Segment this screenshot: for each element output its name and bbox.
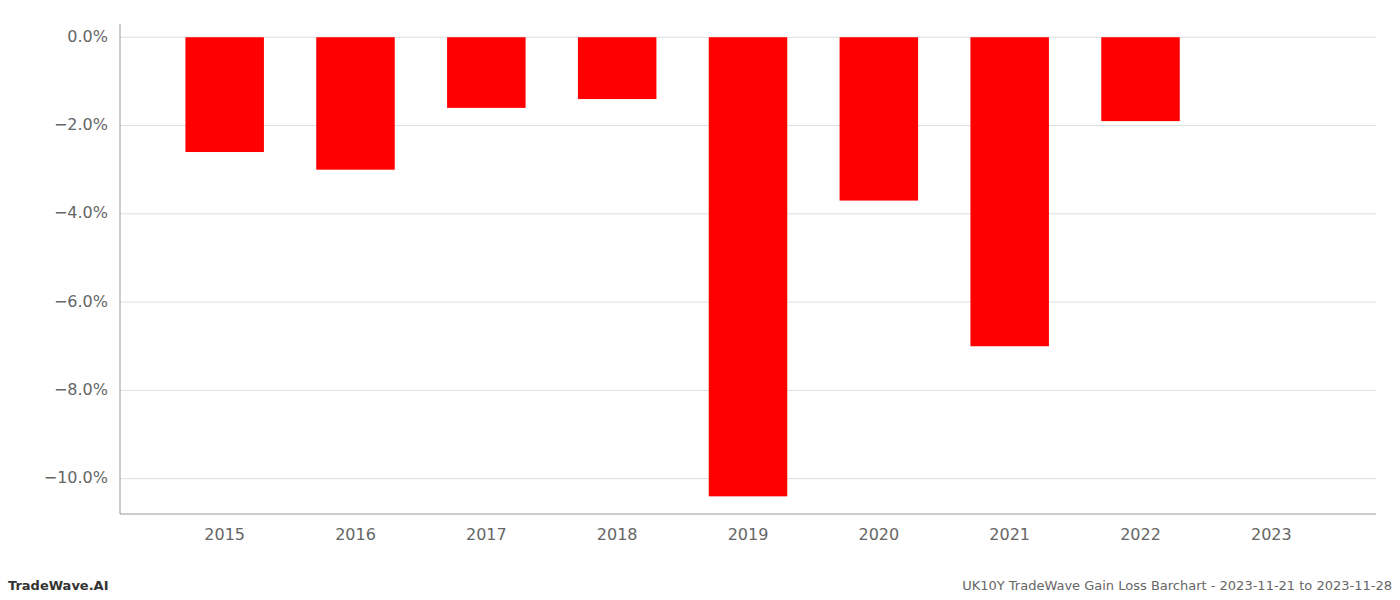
x-tick-label: 2023 (1251, 525, 1292, 544)
x-tick-label: 2022 (1120, 525, 1161, 544)
y-tick-label: −2.0% (54, 115, 108, 134)
chart-container: 0.0%−2.0%−4.0%−6.0%−8.0%−10.0%2015201620… (0, 0, 1400, 600)
x-tick-label: 2019 (728, 525, 769, 544)
y-tick-label: 0.0% (67, 27, 108, 46)
x-tick-label: 2018 (597, 525, 638, 544)
bars (185, 37, 1179, 496)
y-tick-label: −10.0% (44, 468, 108, 487)
x-tick-label: 2017 (466, 525, 507, 544)
x-axis-line (120, 514, 1376, 515)
footer-right: UK10Y TradeWave Gain Loss Barchart - 202… (962, 578, 1392, 593)
y-axis-line (120, 24, 121, 514)
x-tick-label: 2015 (204, 525, 245, 544)
bar (185, 37, 264, 152)
x-axis-ticks: 2015 2016 2017 2018 2019 2020 2021 2022 2023 (204, 525, 1291, 544)
y-tick-label: −4.0% (54, 203, 108, 222)
x-tick-label: 2016 (335, 525, 376, 544)
x-tick-label: 2020 (858, 525, 899, 544)
y-tick-label: −8.0% (54, 380, 108, 399)
y-axis-ticks: 0.0% −2.0% −4.0% −6.0% −8.0% −10.0% (44, 27, 108, 487)
y-tick-label: −6.0% (54, 292, 108, 311)
bar (1101, 37, 1180, 121)
x-tick-label: 2021 (989, 525, 1030, 544)
footer: TradeWave.AI UK10Y TradeWave Gain Loss Ba… (8, 578, 1392, 593)
page: {"chart_data": {"type": "bar", "categori… (0, 0, 1400, 600)
bar (970, 37, 1049, 346)
bar (316, 37, 395, 169)
bar (447, 37, 526, 108)
bar (578, 37, 657, 99)
footer-left: TradeWave.AI (8, 578, 109, 593)
chart-svg: 0.0%−2.0%−4.0%−6.0%−8.0%−10.0%2015201620… (0, 0, 1400, 600)
bar (709, 37, 788, 496)
bar (840, 37, 919, 200)
axes (120, 24, 1376, 514)
